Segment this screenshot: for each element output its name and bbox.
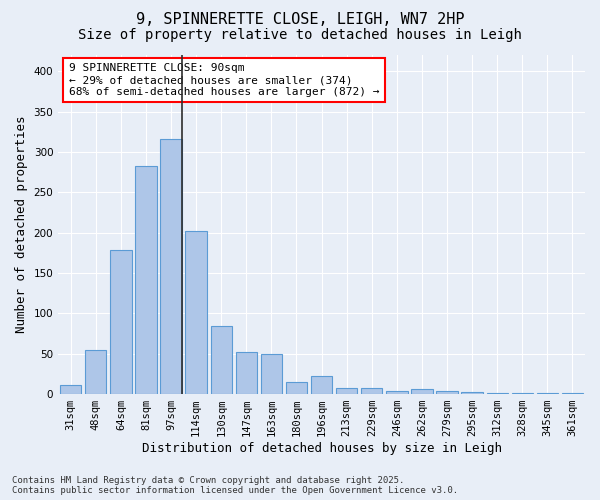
Bar — [211, 326, 232, 394]
Bar — [286, 382, 307, 394]
Bar — [236, 352, 257, 394]
Bar — [461, 392, 483, 394]
Text: 9 SPINNERETTE CLOSE: 90sqm
← 29% of detached houses are smaller (374)
68% of sem: 9 SPINNERETTE CLOSE: 90sqm ← 29% of deta… — [69, 64, 379, 96]
Bar — [336, 388, 358, 394]
Bar — [60, 385, 82, 394]
Bar — [411, 389, 433, 394]
Text: 9, SPINNERETTE CLOSE, LEIGH, WN7 2HP: 9, SPINNERETTE CLOSE, LEIGH, WN7 2HP — [136, 12, 464, 28]
Text: Size of property relative to detached houses in Leigh: Size of property relative to detached ho… — [78, 28, 522, 42]
Text: Contains HM Land Registry data © Crown copyright and database right 2025.
Contai: Contains HM Land Registry data © Crown c… — [12, 476, 458, 495]
Bar — [110, 250, 131, 394]
Bar — [386, 391, 407, 394]
Bar — [136, 166, 157, 394]
X-axis label: Distribution of detached houses by size in Leigh: Distribution of detached houses by size … — [142, 442, 502, 455]
Bar — [436, 391, 458, 394]
Bar — [85, 350, 106, 394]
Bar — [311, 376, 332, 394]
Bar — [361, 388, 382, 394]
Bar — [261, 354, 282, 394]
Y-axis label: Number of detached properties: Number of detached properties — [15, 116, 28, 334]
Bar — [185, 231, 207, 394]
Bar — [160, 139, 182, 394]
